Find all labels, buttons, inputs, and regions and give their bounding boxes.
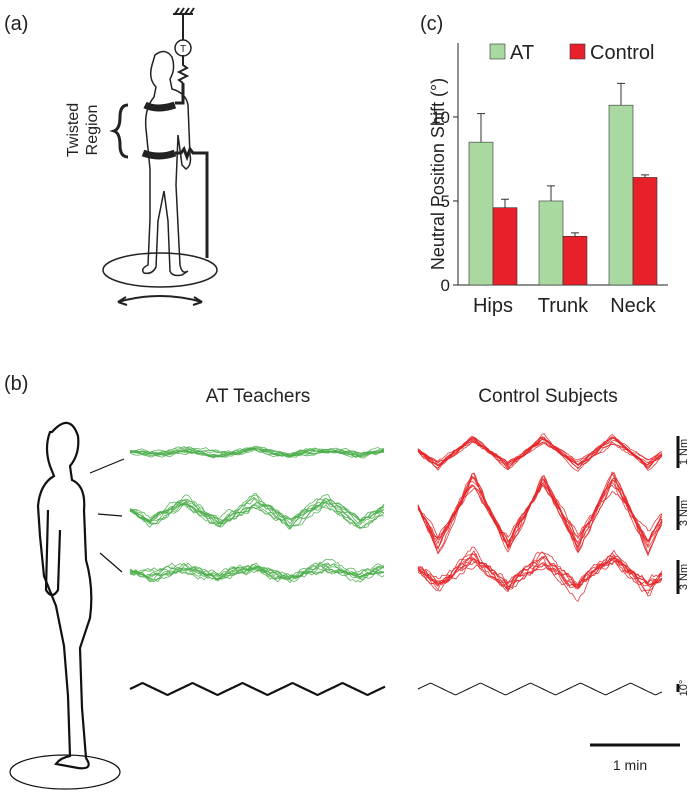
error-bar (641, 174, 649, 178)
trace (129, 562, 385, 581)
group-title: Control Subjects (478, 386, 617, 407)
trace (129, 562, 385, 582)
trace (417, 553, 663, 588)
time-scale-label: 1 min (613, 757, 647, 773)
stimulus (417, 682, 663, 696)
panel-label: (a) (4, 13, 28, 35)
panel-label: (c) (420, 13, 443, 35)
trace (129, 447, 385, 459)
y-tick-label: 5 (441, 192, 450, 211)
panel-label: (b) (4, 373, 28, 395)
bar (562, 235, 588, 286)
trace (417, 557, 663, 592)
scale-label: 1 Nm (678, 439, 690, 465)
bar (608, 104, 634, 286)
trace (417, 480, 663, 547)
x-tick-label: Hips (473, 295, 513, 317)
trace (417, 478, 663, 545)
apparatus (102, 7, 218, 306)
trace (129, 446, 385, 459)
trace (129, 500, 385, 528)
error-bar (501, 198, 509, 208)
trace (129, 496, 385, 524)
error-bar (617, 82, 625, 106)
scale-label: 3 Nm (678, 500, 690, 526)
legend-swatch (569, 43, 586, 60)
trace (417, 473, 663, 549)
x-tick-label: Trunk (538, 295, 589, 317)
trace (417, 437, 663, 468)
stimulus (129, 682, 386, 696)
sensor-label: T (180, 44, 186, 55)
body-outline (9, 421, 125, 790)
legend-label: Control (590, 42, 654, 64)
bar (538, 200, 564, 286)
traces (129, 433, 663, 696)
x-tick-label: Neck (610, 295, 657, 317)
scale-label: 10° (678, 680, 690, 697)
error-bar (477, 113, 485, 143)
trace (129, 503, 385, 527)
trace (417, 439, 663, 463)
legend-label: AT (510, 42, 534, 64)
trace (417, 552, 663, 597)
error-bar (571, 232, 579, 237)
trace (129, 497, 385, 530)
y-tick-label: 0 (441, 276, 450, 295)
bar (632, 177, 658, 286)
y-tick-label: 10 (431, 108, 450, 127)
trace (129, 502, 385, 525)
error-bar (547, 185, 555, 201)
scale-label: 3 Nm (678, 564, 690, 590)
trace (129, 562, 385, 582)
region-label: Twisted (65, 103, 82, 157)
bar (492, 207, 518, 286)
region-label: Region (84, 105, 101, 156)
trace (417, 556, 663, 587)
group-title: AT Teachers (206, 386, 311, 407)
trace (417, 557, 663, 592)
legend-swatch (489, 43, 506, 60)
scale-bars (590, 436, 680, 747)
trace (417, 436, 663, 469)
y-axis-label: Neutral Position Shift (°) (428, 78, 448, 270)
bar (468, 141, 494, 286)
trace (129, 445, 385, 459)
